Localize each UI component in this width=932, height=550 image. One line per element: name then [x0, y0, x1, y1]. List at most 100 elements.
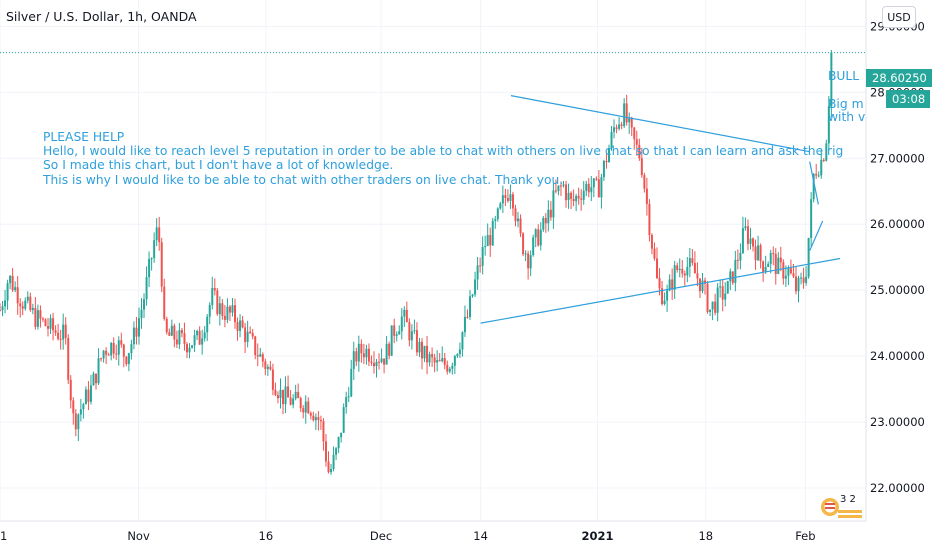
candle-body	[100, 358, 103, 360]
candle-body	[792, 273, 795, 277]
candle-body	[418, 341, 421, 353]
candle-body	[170, 325, 173, 336]
price-tick-label: 24.00000	[870, 349, 925, 363]
candle-body	[683, 273, 686, 276]
candle-body	[67, 338, 70, 380]
candle-body	[822, 159, 825, 161]
candle-body	[716, 287, 719, 313]
candle-body	[244, 327, 247, 343]
trendline	[809, 220, 824, 251]
candle-body	[352, 351, 355, 369]
price-tick-label: 23.00000	[870, 415, 925, 429]
candle-body	[223, 315, 226, 320]
candle-body	[746, 226, 749, 244]
candle-body	[769, 253, 772, 264]
candle-body	[671, 279, 674, 290]
candle-body	[330, 468, 333, 473]
candle-body	[251, 333, 254, 337]
candle-body	[314, 417, 317, 421]
candle-body	[122, 344, 125, 357]
candle-body	[234, 305, 237, 323]
candle-body	[759, 245, 762, 262]
candle-body	[173, 325, 176, 340]
candle-body	[517, 218, 520, 222]
candle-body	[633, 127, 636, 140]
candle-body	[630, 118, 633, 128]
candle-body	[794, 276, 797, 292]
candle-body	[155, 227, 158, 241]
candle-body	[701, 280, 704, 292]
candle-body	[764, 266, 767, 273]
time-tick-label: 14	[473, 529, 488, 543]
candle-body	[817, 175, 820, 177]
candle-body	[62, 324, 65, 340]
candle-body	[736, 259, 739, 261]
candle-body	[511, 194, 514, 209]
trendline	[809, 161, 819, 205]
candle-body	[9, 275, 12, 284]
flag-badge-icon[interactable]: 3 2	[818, 492, 864, 522]
candle-body	[772, 253, 775, 255]
candle-body	[789, 268, 792, 274]
candle-body	[782, 262, 785, 279]
candle-body	[724, 293, 727, 300]
candle-body	[491, 220, 494, 246]
candle-body	[4, 300, 7, 307]
candle-body	[69, 379, 72, 401]
candle-body	[706, 283, 709, 313]
candle-body	[249, 331, 252, 334]
candle-body	[663, 300, 666, 305]
candle-body	[458, 349, 461, 355]
candle-body	[246, 331, 249, 343]
candle-body	[825, 143, 828, 161]
candle-body	[537, 229, 540, 246]
candle-body	[476, 265, 479, 280]
candle-body	[0, 309, 1, 311]
candle-body	[378, 361, 381, 363]
candle-body	[484, 246, 487, 248]
candle-body	[643, 175, 646, 189]
price-tick-label: 26.00000	[870, 217, 925, 231]
candle-body	[282, 389, 285, 405]
candle-body	[423, 345, 426, 359]
candle-body	[575, 195, 578, 202]
trendline	[480, 257, 841, 324]
candle-body	[365, 348, 368, 358]
time-axis[interactable]: 21 Nov 16 Dec 14 2021 18 Feb	[0, 529, 816, 543]
candle-body	[79, 409, 82, 415]
candle-body	[514, 208, 517, 222]
candle-body	[231, 305, 234, 313]
candle-body	[89, 385, 92, 402]
candle-body	[565, 184, 568, 201]
currency-button[interactable]: USD	[882, 6, 916, 28]
candle-body	[41, 318, 44, 320]
candle-body	[577, 195, 580, 199]
candle-body	[383, 358, 386, 365]
candle-body	[489, 235, 492, 246]
candle-body	[519, 218, 522, 234]
candle-body	[645, 188, 648, 205]
candle-body	[587, 183, 590, 193]
candle-body	[6, 283, 9, 301]
candle-body	[375, 361, 378, 367]
candle-body	[390, 325, 393, 356]
candle-body	[428, 354, 431, 363]
candle-body	[456, 354, 459, 357]
candle-body	[110, 342, 113, 356]
candle-body	[585, 183, 588, 191]
candle-body	[729, 271, 732, 282]
candle-body	[567, 192, 570, 201]
candle-body	[125, 356, 128, 364]
candle-body	[26, 296, 29, 301]
candle-body	[605, 160, 608, 163]
text-annotation[interactable]: PLEASE HELP Hello, I would like to reach…	[43, 130, 865, 187]
candle-body	[337, 437, 340, 449]
candle-body	[595, 178, 598, 180]
candle-body	[16, 287, 19, 304]
candle-body	[261, 354, 264, 362]
candle-body	[256, 355, 259, 357]
candle-body	[618, 124, 621, 129]
candle-body	[178, 330, 181, 345]
candle-body	[711, 301, 714, 310]
